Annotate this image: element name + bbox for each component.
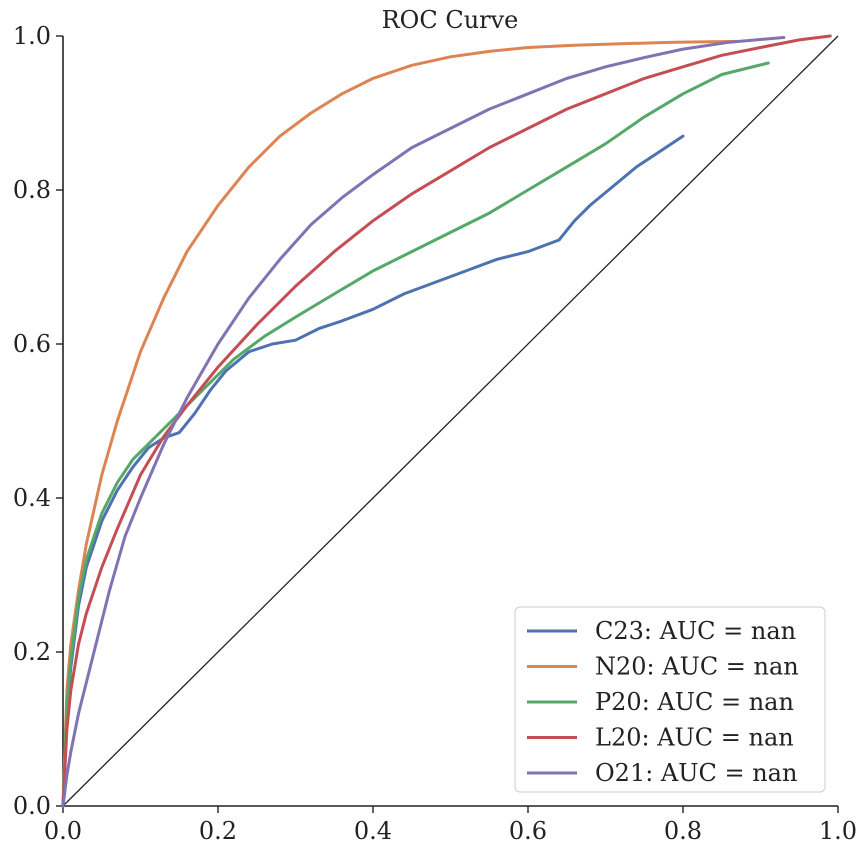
legend-label: C23: AUC = nan xyxy=(595,617,796,645)
y-tick-label: 0.6 xyxy=(13,330,51,358)
series-line-l20 xyxy=(61,34,832,808)
plot-area xyxy=(61,34,839,808)
chart-title: ROC Curve xyxy=(382,6,519,34)
legend-label: O21: AUC = nan xyxy=(595,759,797,787)
x-tick-label: 0.6 xyxy=(509,817,547,845)
series-line-o21 xyxy=(61,36,786,808)
x-tick-label: 1.0 xyxy=(819,817,857,845)
y-tick-label: 0.4 xyxy=(13,484,51,512)
legend-label: N20: AUC = nan xyxy=(595,653,799,681)
y-tick-label: 0.0 xyxy=(13,792,51,820)
series-line-n20 xyxy=(61,39,739,808)
x-tick-label: 0.0 xyxy=(44,817,82,845)
series-line-c23 xyxy=(61,134,685,808)
legend-box xyxy=(514,606,826,793)
y-tick-label: 0.8 xyxy=(13,176,51,204)
axes xyxy=(62,36,838,807)
x-tick-label: 0.2 xyxy=(199,817,237,845)
legend-label: L20: AUC = nan xyxy=(595,724,794,752)
y-ticks: 0.0 0.2 0.4 0.6 0.8 1.0 xyxy=(13,22,63,820)
y-tick-label: 0.2 xyxy=(13,638,51,666)
x-ticks: 0.0 0.2 0.4 0.6 0.8 1.0 xyxy=(44,806,857,845)
y-tick-label: 1.0 xyxy=(13,22,51,50)
series-lines xyxy=(61,34,832,808)
legend: C23: AUC = nan N20: AUC = nan P20: AUC = n… xyxy=(514,606,826,793)
series-line-p20 xyxy=(61,61,770,808)
x-tick-label: 0.8 xyxy=(664,817,702,845)
chance-diagonal-line xyxy=(62,35,839,807)
legend-label: P20: AUC = nan xyxy=(595,688,794,716)
x-tick-label: 0.4 xyxy=(354,817,392,845)
